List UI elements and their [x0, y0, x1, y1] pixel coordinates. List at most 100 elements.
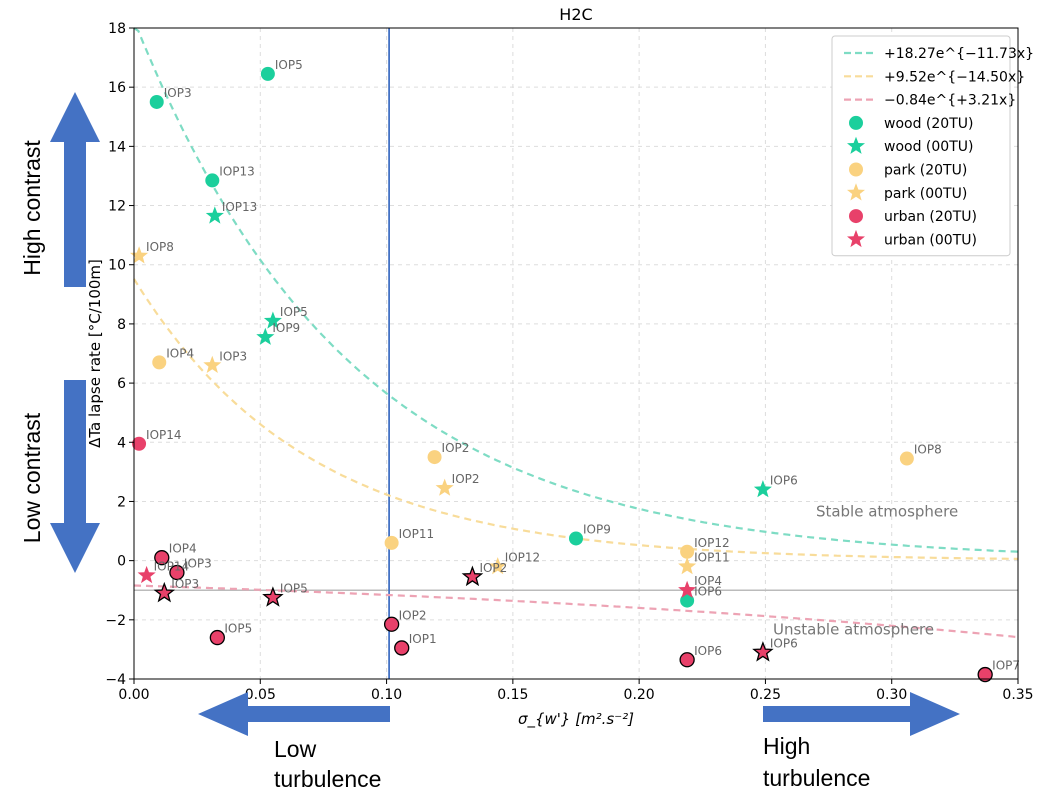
- circle-marker: [977, 666, 993, 683]
- point-label: IOP2: [452, 472, 480, 486]
- circle-marker: [149, 94, 164, 109]
- point-label: IOP2: [399, 608, 427, 622]
- x-tick-label: 0.05: [245, 687, 276, 703]
- x-tick-label: 0.30: [876, 687, 907, 703]
- x-tick-label: 0.00: [118, 687, 149, 703]
- legend-label: park (00TU): [884, 186, 967, 202]
- point-label: IOP9: [583, 522, 611, 536]
- x-tick-label: 0.25: [750, 687, 781, 703]
- point-label: IOP9: [272, 321, 300, 335]
- point-label: IOP5: [224, 622, 252, 636]
- fit-curve: [133, 27, 1019, 553]
- star-marker: [753, 480, 772, 498]
- point-label: IOP11: [399, 527, 435, 541]
- point-label: IOP3: [164, 86, 192, 100]
- low-turbulence-label-line2: turbulence: [274, 766, 381, 792]
- point-label: IOP3: [171, 577, 199, 591]
- circle-marker: [383, 616, 400, 632]
- data-points: [130, 66, 993, 683]
- y-tick-label: 14: [108, 139, 126, 155]
- plot-frame: [133, 27, 1019, 680]
- x-tick-label: 0.15: [497, 687, 528, 703]
- y-tick-label: 4: [117, 435, 126, 451]
- legend-star-swatch: [847, 229, 865, 248]
- point-label: IOP5: [280, 582, 308, 596]
- star-marker: [130, 246, 149, 264]
- point-label: IOP14: [154, 559, 190, 573]
- point-label: IOP13: [219, 164, 255, 178]
- legend-label: +9.52e^{−14.50x}: [884, 69, 1025, 85]
- star-marker: [153, 581, 176, 603]
- y-tick-label: 10: [108, 258, 126, 274]
- legend-circle-swatch: [849, 115, 863, 130]
- arrow-down-low-contrast: [50, 380, 100, 573]
- x-axis-label: σ_{w'} [m².s⁻²]: [518, 710, 634, 729]
- circle-marker: [680, 593, 695, 608]
- y-tick-label: 8: [117, 317, 126, 333]
- legend: +18.27e^{−11.73x} +9.52e^{−14.50x} −0.84e^…: [831, 35, 1034, 257]
- x-tick-label: 0.35: [1002, 687, 1033, 703]
- point-label: IOP14: [146, 428, 182, 442]
- high-contrast-label: High contrast: [19, 140, 45, 276]
- y-tick-label: 0: [117, 554, 126, 570]
- y-tick-label: 12: [108, 199, 126, 215]
- point-label: IOP7: [992, 659, 1020, 673]
- region-annotation: Unstable atmosphere: [773, 621, 934, 639]
- star-marker: [678, 557, 697, 575]
- region-annotations: Stable atmosphere Unstable atmosphere: [773, 502, 958, 638]
- arrow-up-high-contrast: [50, 92, 100, 287]
- star-marker: [205, 206, 224, 224]
- high-turbulence-label-line1: High: [763, 733, 810, 759]
- y-tick-label: −4: [105, 672, 126, 688]
- point-label: IOP1: [409, 632, 437, 646]
- circle-marker: [384, 535, 399, 550]
- point-label: IOP4: [166, 346, 194, 360]
- y-tick-label: −2: [105, 613, 126, 629]
- chart-title: H2C: [559, 5, 592, 24]
- legend-label: wood (20TU): [884, 116, 973, 132]
- legend-label: urban (00TU): [884, 232, 977, 248]
- legend-star-swatch: [847, 183, 865, 201]
- point-label: IOP6: [770, 474, 798, 488]
- point-label: IOP2: [479, 561, 507, 575]
- star-marker: [203, 355, 222, 373]
- low-contrast-label: Low contrast: [19, 412, 45, 543]
- circle-marker: [899, 451, 914, 466]
- legend-star-swatch: [847, 136, 865, 154]
- point-label: IOP5: [280, 305, 308, 319]
- y-axis-label: ΔTa lapse rate [°C/100m]: [86, 259, 104, 448]
- star-marker: [263, 311, 282, 329]
- arrow-left-low-turbulence: [198, 692, 390, 736]
- y-tick-label: 16: [108, 80, 126, 96]
- legend-label: park (20TU): [884, 163, 967, 179]
- low-turbulence-label-line1: Low: [274, 736, 317, 762]
- point-label: IOP12: [694, 536, 730, 550]
- legend-label: urban (20TU): [884, 209, 977, 225]
- x-tick-label: 0.20: [624, 687, 655, 703]
- legend-label: wood (00TU): [884, 139, 973, 155]
- axis-ticks: 0.00 0.05 0.10 0.15 0.20 0.25 0.30 0.35 −4 −2 0 2 4 6…: [105, 21, 1033, 703]
- circle-marker: [680, 544, 695, 559]
- point-label: IOP5: [275, 58, 303, 72]
- legend-box: [831, 35, 1011, 257]
- star-marker: [262, 586, 284, 607]
- star-marker: [461, 565, 484, 587]
- y-tick-label: 18: [108, 21, 126, 37]
- legend-label: +18.27e^{−11.73x}: [884, 46, 1034, 62]
- point-label: IOP13: [222, 200, 258, 214]
- star-marker: [256, 327, 275, 345]
- circle-marker: [209, 629, 225, 646]
- y-tick-label: 2: [117, 494, 126, 510]
- circle-marker: [260, 66, 275, 81]
- high-turbulence-label-line2: turbulence: [763, 765, 870, 791]
- star-marker: [678, 580, 697, 598]
- point-label: IOP3: [184, 556, 212, 570]
- point-label: IOP6: [694, 644, 722, 658]
- x-tick-label: 0.10: [371, 687, 402, 703]
- y-tick-label: 6: [117, 376, 126, 392]
- point-label: IOP12: [505, 551, 541, 565]
- circle-marker: [169, 564, 185, 581]
- point-label: IOP11: [694, 551, 730, 565]
- circle-marker: [154, 550, 170, 566]
- point-label: IOP4: [169, 542, 197, 556]
